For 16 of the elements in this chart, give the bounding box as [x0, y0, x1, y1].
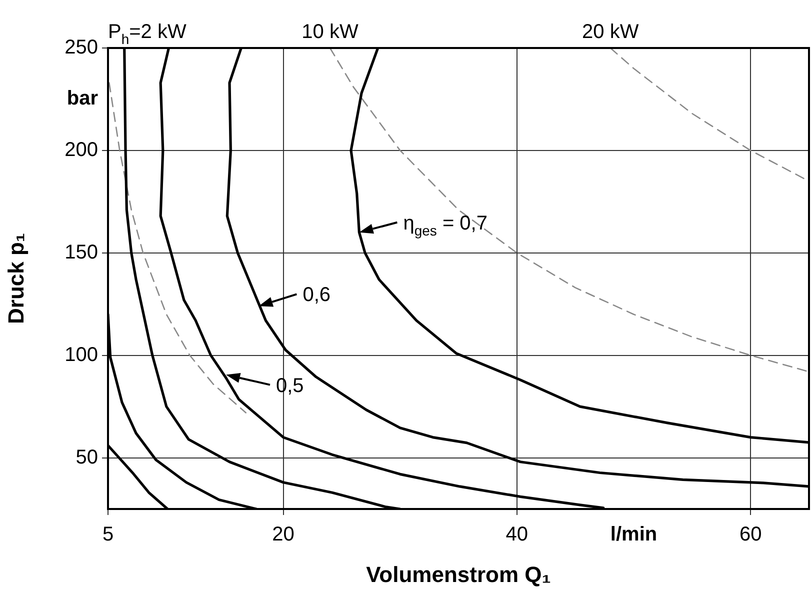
x-tick-label: 5 [102, 524, 114, 546]
y-tick-label: 100 [64, 344, 98, 366]
series-label: 10 kW [302, 21, 358, 43]
y-axis-title: Druck p₁ [3, 232, 28, 324]
x-tick-label: 20 [272, 524, 294, 546]
y-tick-label: 200 [64, 138, 98, 161]
y-tick-label: 150 [64, 241, 98, 264]
y-tick-label: bar [66, 88, 98, 110]
x-tick-label: l/min [610, 524, 658, 546]
x-tick-label: 40 [506, 524, 528, 546]
y-tick-label: 50 [76, 446, 98, 468]
x-axis-title: Volumenstrom Q₁ [366, 562, 551, 587]
y-tick-label: 250 [64, 36, 98, 59]
annotation: 0,6 [302, 284, 331, 306]
x-tick-label: 60 [739, 524, 762, 546]
series-label: 20 kW [582, 21, 639, 43]
